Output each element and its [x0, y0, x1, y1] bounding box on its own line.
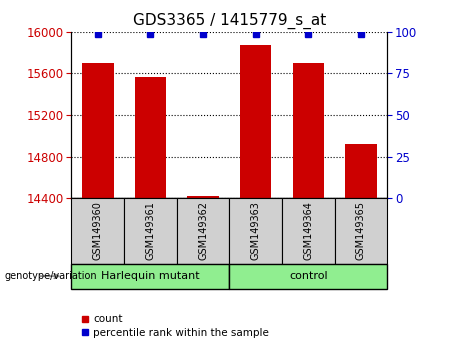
Bar: [177, 198, 229, 264]
Text: GSM149361: GSM149361: [145, 201, 155, 261]
Bar: [71, 198, 124, 264]
Bar: [345, 144, 377, 198]
Bar: [229, 264, 387, 289]
Text: genotype/variation: genotype/variation: [5, 271, 97, 281]
Bar: [82, 63, 113, 198]
Bar: [187, 196, 219, 198]
Text: GSM149362: GSM149362: [198, 201, 208, 261]
Text: control: control: [289, 271, 328, 281]
Bar: [135, 76, 166, 198]
Bar: [71, 264, 229, 289]
Text: GSM149365: GSM149365: [356, 201, 366, 261]
Legend: count, percentile rank within the sample: count, percentile rank within the sample: [77, 310, 273, 342]
Text: Harlequin mutant: Harlequin mutant: [101, 271, 200, 281]
Bar: [335, 198, 387, 264]
Title: GDS3365 / 1415779_s_at: GDS3365 / 1415779_s_at: [133, 13, 326, 29]
Bar: [229, 198, 282, 264]
Bar: [124, 198, 177, 264]
Bar: [292, 63, 324, 198]
Bar: [282, 198, 335, 264]
Bar: [240, 45, 272, 198]
Text: GSM149364: GSM149364: [303, 201, 313, 261]
Text: GSM149363: GSM149363: [251, 201, 260, 261]
Text: GSM149360: GSM149360: [93, 201, 103, 261]
